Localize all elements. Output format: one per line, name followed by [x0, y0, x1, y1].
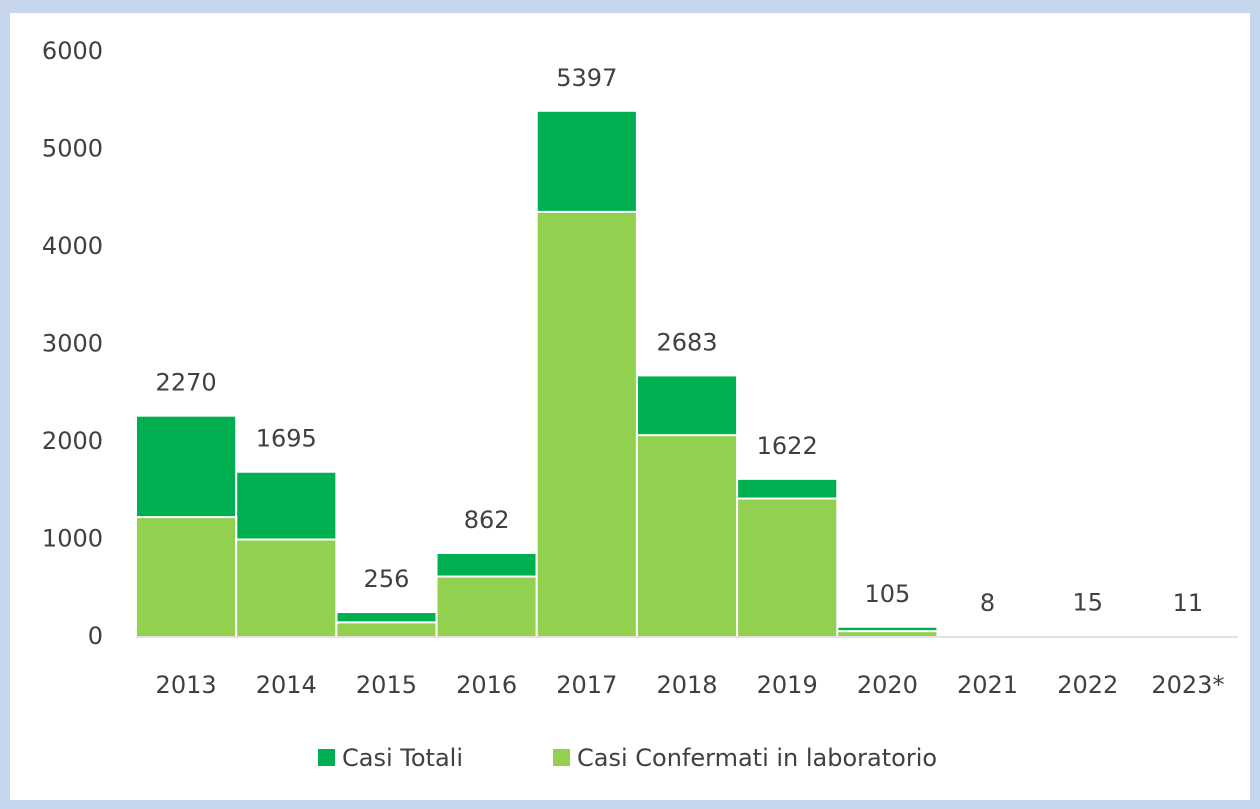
value-label: 105 [864, 580, 910, 608]
legend-swatch [553, 749, 570, 766]
y-tick-label: 2000 [42, 427, 103, 455]
x-tick-label: 2020 [857, 671, 918, 699]
bar [736, 497, 839, 638]
y-tick-label: 3000 [42, 330, 103, 358]
x-tick-label: 2021 [957, 671, 1018, 699]
y-tick-label: 0 [88, 622, 103, 650]
legend-label: Casi Confermati in laboratorio [577, 744, 937, 772]
y-tick-label: 4000 [42, 232, 103, 260]
value-label: 1695 [256, 425, 317, 453]
value-label: 15 [1072, 589, 1103, 617]
value-label: 2270 [156, 369, 217, 397]
value-label: 2683 [656, 328, 717, 356]
value-label: 256 [364, 565, 410, 593]
x-tick-label: 2019 [757, 671, 818, 699]
bar [235, 538, 338, 638]
x-tick-label: 2018 [656, 671, 717, 699]
legend-swatch [318, 749, 335, 766]
y-tick-label: 5000 [42, 135, 103, 163]
bar [535, 210, 638, 638]
y-tick-label: 1000 [42, 525, 103, 553]
x-tick-label: 2015 [356, 671, 417, 699]
y-tick-label: 6000 [42, 37, 103, 65]
bar [435, 575, 538, 638]
bar [635, 434, 739, 638]
x-tick-label: 2016 [456, 671, 517, 699]
value-label: 5397 [556, 64, 617, 92]
value-label: 8 [980, 589, 995, 617]
x-tick-label: 2014 [256, 671, 317, 699]
bar [135, 516, 238, 639]
x-tick-label: 2023* [1151, 671, 1224, 699]
bar [335, 621, 438, 638]
legend-label: Casi Totali [342, 744, 463, 772]
bar [836, 630, 939, 639]
value-label: 11 [1173, 589, 1204, 617]
x-tick-label: 2022 [1057, 671, 1118, 699]
x-tick-label: 2013 [156, 671, 217, 699]
x-tick-label: 2017 [556, 671, 617, 699]
value-label: 1622 [757, 432, 818, 460]
value-label: 862 [464, 506, 510, 534]
